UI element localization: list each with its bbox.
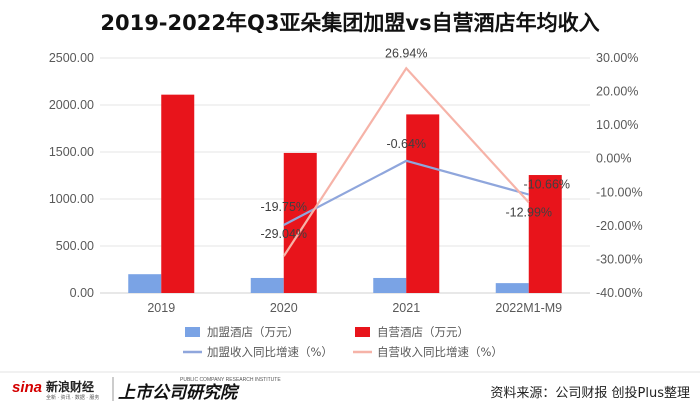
x-tick-label: 2021 [392, 301, 420, 315]
x-tick-label: 2019 [147, 301, 175, 315]
bar-franchise [495, 283, 529, 293]
lines [282, 66, 530, 257]
y-right-tick-label: 20.00% [596, 85, 638, 99]
chart-title: 2019-2022年Q3亚朵集团加盟vs自营酒店年均收入 [100, 11, 599, 35]
bar-self-operated [528, 175, 562, 293]
legend-label: 加盟酒店（万元） [207, 325, 299, 339]
y-right-tick-label: -40.00% [596, 286, 643, 300]
bar-franchise [128, 274, 162, 293]
bar-franchise [373, 277, 407, 293]
line-self-operated-growth [282, 66, 530, 257]
data-labels: -19.75% -0.64% -10.66% -29.04% 26.94% -12.99% [260, 46, 570, 241]
legend-swatch [185, 327, 200, 337]
y-left-tick-label: 1500.00 [49, 145, 94, 159]
data-label: 26.94% [385, 46, 427, 60]
sina-logo-cn: 新浪财经 [46, 379, 94, 394]
y-right-tick-label: -10.00% [596, 185, 643, 199]
source-note: 资料来源：公司财报 创投Plus整理 [490, 385, 690, 401]
data-label: -0.64% [386, 137, 426, 151]
bars [128, 94, 562, 294]
legend-label: 自营酒店（万元） [377, 325, 469, 339]
y-right-tick-label: 30.00% [596, 51, 638, 65]
institute-logo: 上市公司研究院 PUBLIC COMPANY RESEARCH INSTITUT… [118, 377, 281, 403]
y-left-tick-label: 2000.00 [49, 98, 94, 112]
bar-self-operated [406, 114, 440, 294]
legend-swatch [355, 327, 370, 337]
x-tick-label: 2020 [270, 301, 298, 315]
institute-logo-text: 上市公司研究院 [118, 383, 240, 403]
sina-logo-text: sina [12, 379, 42, 396]
data-label: -29.04% [260, 227, 307, 241]
x-axis: 2019 2020 2021 2022M1-M9 [147, 301, 562, 315]
y-right-tick-label: 10.00% [596, 118, 638, 132]
data-label: -19.75% [260, 200, 307, 214]
y-left-tick-label: 0.00 [70, 286, 94, 300]
y-left-tick-label: 1000.00 [49, 192, 94, 206]
bar-self-operated [161, 94, 195, 293]
institute-logo-en: PUBLIC COMPANY RESEARCH INSTITUTE [180, 377, 281, 383]
y-left-tick-label: 2500.00 [49, 51, 94, 65]
line-franchise-growth [283, 159, 530, 226]
sina-logo: sina 新浪财经 全新 · 资讯 · 数据 · 服务 [12, 379, 99, 401]
legend-label: 加盟收入同比增速（%） [207, 345, 333, 359]
data-label: -10.66% [523, 178, 570, 192]
y-axis-left: 0.00 500.00 1000.00 1500.00 2000.00 2500.00 [49, 51, 94, 300]
legend-label: 自营收入同比增速（%） [377, 345, 503, 359]
legend: 加盟酒店（万元） 自营酒店（万元） 加盟收入同比增速（%） 自营收入同比增速（%） [183, 325, 503, 359]
sina-logo-sub: 全新 · 资讯 · 数据 · 服务 [46, 394, 99, 401]
data-label: -12.99% [505, 205, 552, 219]
y-right-tick-label: -30.00% [596, 252, 643, 266]
y-right-tick-label: 0.00% [596, 152, 631, 166]
bar-franchise [250, 277, 284, 293]
y-left-tick-label: 500.00 [56, 239, 94, 253]
y-right-tick-label: -20.00% [596, 219, 643, 233]
y-axis-right: -40.00% -30.00% -20.00% -10.00% 0.00% 10.00% 2… [596, 51, 643, 300]
x-tick-label: 2022M1-M9 [495, 301, 562, 315]
